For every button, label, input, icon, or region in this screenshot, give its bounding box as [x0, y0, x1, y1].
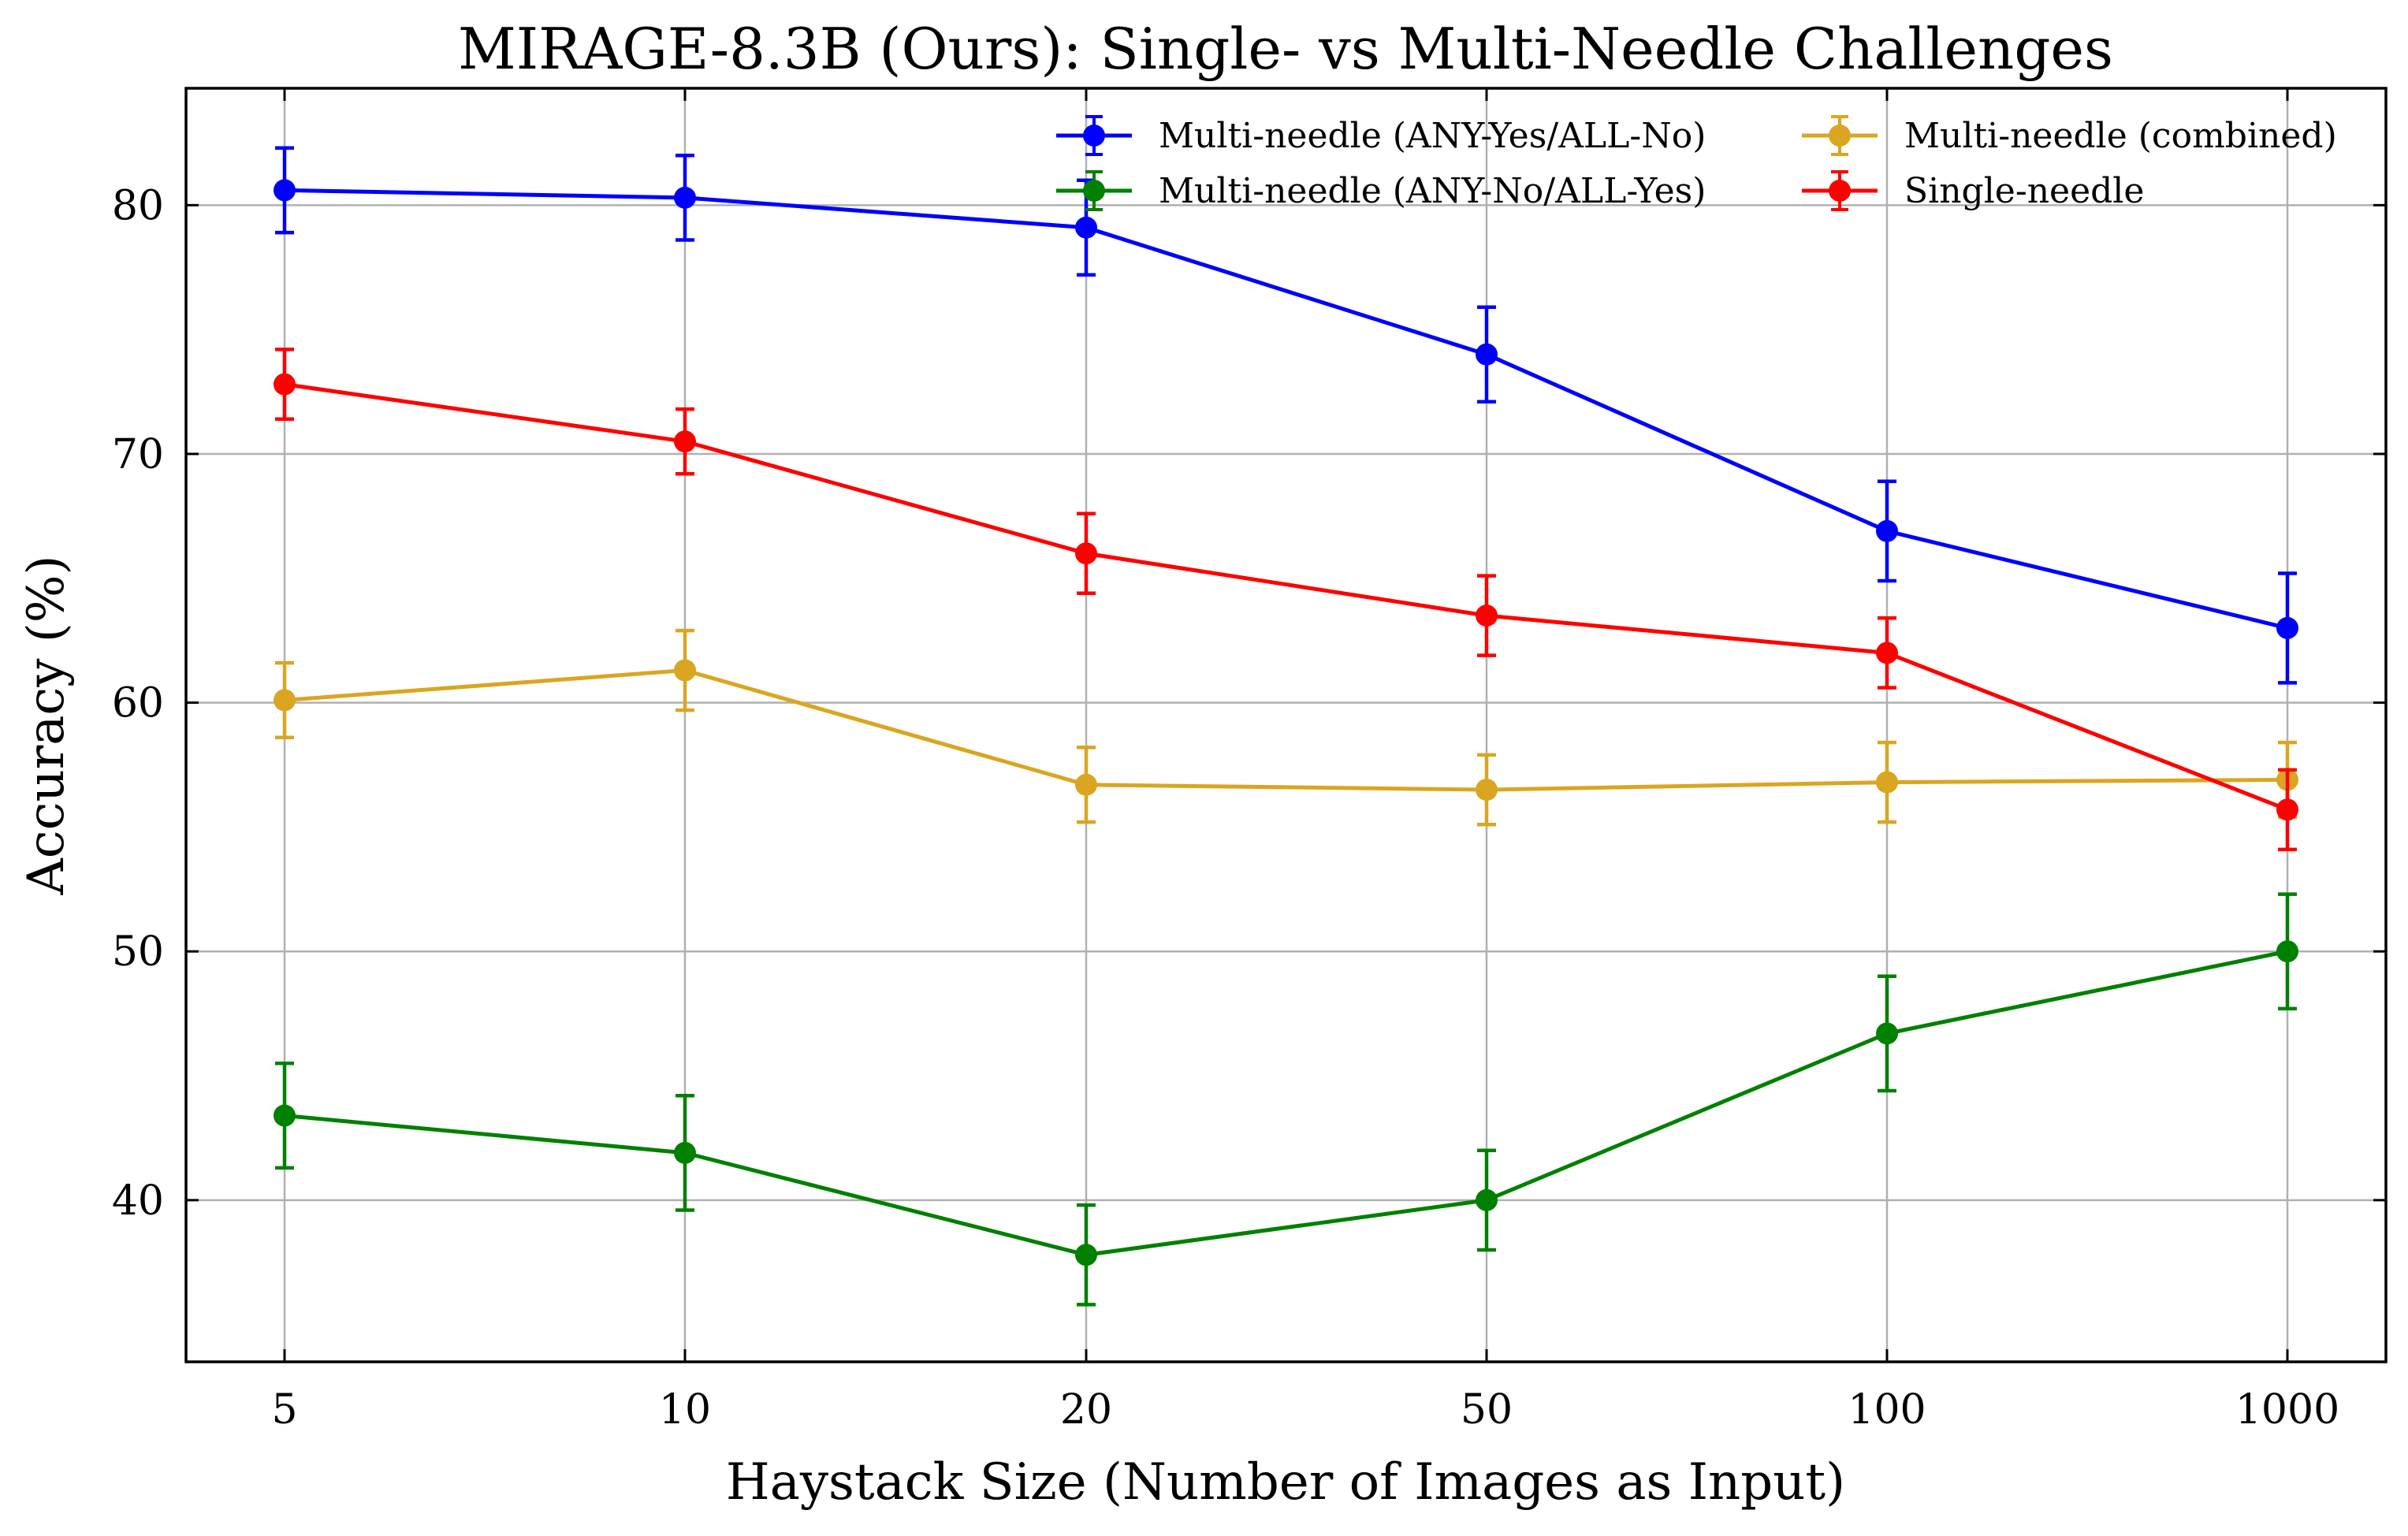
y-axis-label: Accuracy (%)	[17, 556, 76, 896]
series-line	[284, 668, 2288, 792]
data-point	[2276, 940, 2298, 963]
data-point	[1876, 1022, 1898, 1045]
series-0	[274, 146, 2298, 685]
data-point	[674, 430, 696, 453]
y-tick-label: 80	[112, 182, 164, 229]
data-point	[674, 186, 696, 209]
legend-label: Multi-needle (ANY-Yes/ALL-No)	[1159, 116, 1706, 156]
series-layer	[274, 146, 2298, 1307]
legend-marker	[1829, 180, 1851, 202]
series-line	[284, 188, 2288, 630]
plot-frame	[184, 87, 2388, 1363]
chart-title: MIRAGE-8.3B (Ours): Single- vs Multi-Nee…	[458, 16, 2113, 82]
x-axis-label: Haystack Size (Number of Images as Input…	[726, 1453, 1845, 1512]
series-3	[274, 348, 2298, 852]
data-point	[1876, 519, 1898, 542]
legend-marker	[1829, 125, 1851, 147]
data-point	[674, 1141, 696, 1164]
legend-label: Single-needle	[1904, 171, 2144, 211]
data-point	[1075, 773, 1097, 796]
data-point	[1075, 1244, 1097, 1266]
legend-marker	[1083, 180, 1105, 202]
x-tick-label: 50	[1461, 1386, 1513, 1434]
legend-item: Multi-needle (ANY-No/ALL-Yes)	[1056, 170, 1706, 211]
data-point	[274, 179, 296, 202]
data-point	[1476, 779, 1498, 801]
x-tick-label: 5	[271, 1386, 297, 1434]
data-point	[1476, 1188, 1498, 1211]
legend-item: Multi-needle (ANY-Yes/ALL-No)	[1056, 115, 1706, 156]
series-line	[284, 382, 2288, 812]
data-point	[1876, 642, 1898, 664]
x-tick-label: 20	[1060, 1386, 1112, 1434]
legend-marker	[1083, 125, 1105, 147]
legend-item: Single-needle	[1802, 170, 2144, 211]
data-point	[1476, 604, 1498, 627]
data-point	[274, 689, 296, 712]
x-tick-label: 100	[1848, 1386, 1926, 1434]
y-tick-label: 40	[112, 1177, 164, 1225]
data-point	[674, 659, 696, 682]
data-point	[274, 373, 296, 396]
y-tick-label: 70	[112, 431, 164, 478]
y-tick-label: 60	[112, 680, 164, 727]
data-point	[1075, 216, 1097, 239]
y-tick-label: 50	[112, 928, 164, 976]
x-tick-label: 10	[659, 1386, 711, 1434]
data-point	[1476, 343, 1498, 366]
data-point	[1075, 542, 1097, 565]
legend-item: Multi-needle (combined)	[1802, 115, 2337, 156]
ticks: 5 10 20 50 100 1000 40 50 60 70 80	[112, 88, 2386, 1434]
data-point	[274, 1104, 296, 1127]
legend-label: Multi-needle (ANY-No/ALL-Yes)	[1159, 171, 1706, 211]
data-point	[2276, 616, 2298, 639]
legend: Multi-needle (ANY-Yes/ALL-No) Multi-needl…	[1056, 115, 2337, 211]
series-line	[284, 949, 2288, 1257]
data-point	[1876, 771, 1898, 794]
series-1	[274, 892, 2298, 1307]
x-tick-label: 1000	[2235, 1386, 2339, 1434]
legend-label: Multi-needle (combined)	[1904, 116, 2337, 156]
data-point	[2276, 798, 2298, 821]
